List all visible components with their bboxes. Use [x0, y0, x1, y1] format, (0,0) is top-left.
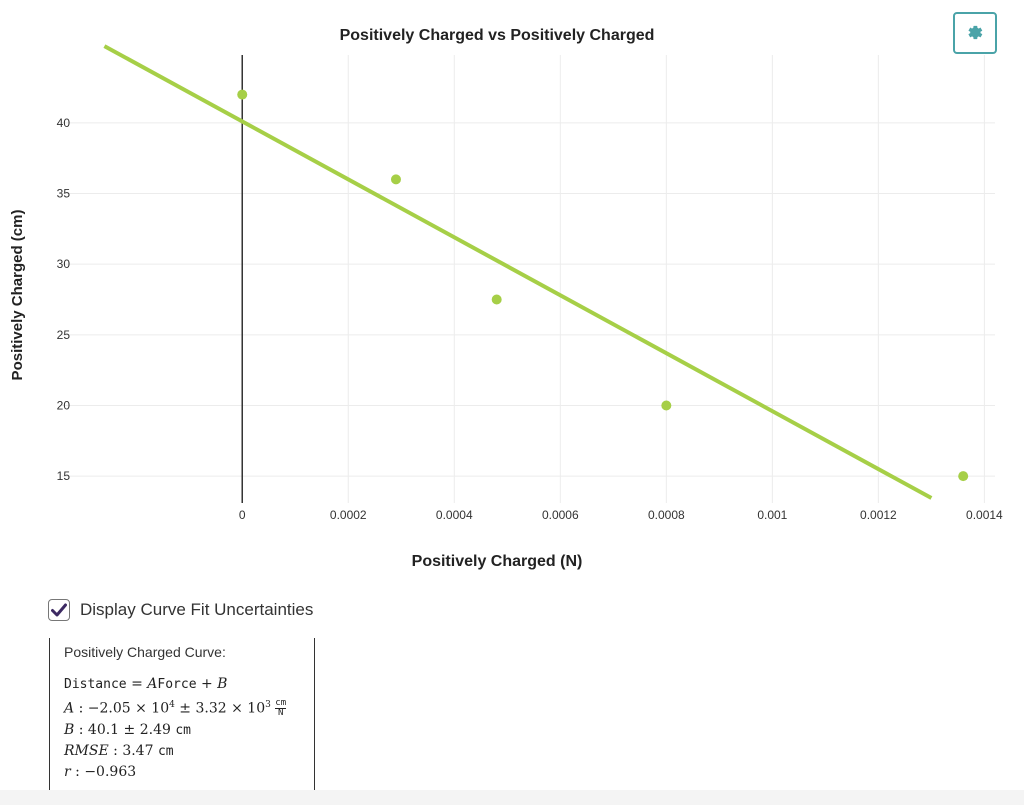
x-tick-label: 0.0014	[966, 508, 1003, 522]
data-point	[390, 174, 401, 185]
fit-param-b: B : 40.1 ± 2.49 cm	[64, 721, 192, 738]
x-tick-label: 0.0004	[436, 508, 473, 522]
gear-icon	[968, 25, 983, 40]
fit-param-a: A : −2.05 × 104 ± 3.32 × 103 cm N	[64, 698, 287, 719]
y-tick-labels: 15 20 25 30 35 40	[57, 116, 71, 483]
x-tick-label: 0.0002	[330, 508, 367, 522]
data-point	[491, 294, 502, 305]
x-tick-label: 0.0006	[542, 508, 579, 522]
y-tick-label: 25	[57, 328, 71, 342]
checkbox[interactable]	[48, 599, 70, 621]
x-axis-label: Positively Charged (N)	[412, 553, 583, 570]
y-tick-label: 30	[57, 257, 71, 271]
grid	[62, 55, 995, 503]
x-tick-label: 0.0012	[860, 508, 897, 522]
data-points	[237, 89, 969, 482]
y-tick-label: 20	[57, 398, 71, 412]
checkbox-label: Display Curve Fit Uncertainties	[80, 600, 314, 619]
x-tick-label: 0.001	[757, 508, 787, 522]
fit-rmse: RMSE : 3.47 cm	[64, 742, 174, 759]
curve-fit-title: Positively Charged Curve:	[64, 644, 226, 660]
chart-title: Positively Charged vs Positively Charged	[340, 27, 655, 44]
y-axis-label: Positively Charged (cm)	[9, 210, 26, 381]
x-tick-label: 0	[239, 508, 246, 522]
data-point	[958, 471, 969, 482]
x-tick-labels: 0 0.0002 0.0004 0.0006 0.0008 0.001 0.0012 0.00…	[239, 508, 1003, 522]
fit-unit-fraction: cm N	[275, 698, 287, 719]
x-tick-label: 0.0008	[648, 508, 685, 522]
y-tick-label: 15	[57, 469, 71, 483]
curve-fit-results: Positively Charged Curve: Distance = AFo…	[49, 638, 315, 790]
check-icon	[51, 603, 67, 617]
footer-strip	[0, 790, 1024, 805]
scatter-chart: 0 0.0002 0.0004 0.0006 0.0008 0.001 0.0012 0.00…	[9, 27, 1003, 570]
y-tick-label: 35	[57, 186, 71, 200]
data-point	[661, 400, 672, 411]
fit-line	[103, 44, 933, 500]
fit-correlation: r : −0.963	[64, 763, 137, 780]
curve-fit-uncertainty-toggle[interactable]: Display Curve Fit Uncertainties	[48, 597, 313, 623]
y-tick-label: 40	[57, 116, 71, 130]
settings-button[interactable]	[953, 12, 997, 54]
fit-equation: Distance = AForce + B	[64, 676, 228, 692]
data-point	[237, 89, 248, 100]
